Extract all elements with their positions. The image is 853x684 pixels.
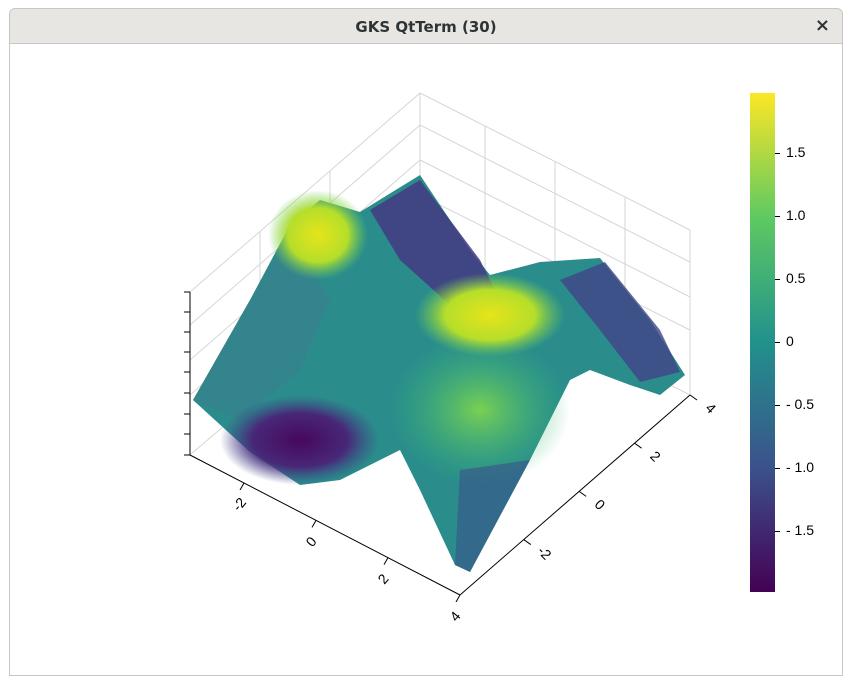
x-tick (383, 557, 389, 565)
content (9, 44, 843, 676)
colorbar-tick-label: 1.0 (786, 207, 806, 223)
y-tick (578, 490, 587, 497)
x-tick (455, 594, 461, 603)
window-title: GKS QtTerm (30) (355, 18, 497, 36)
colorbar-tick-label: 0.5 (786, 270, 806, 286)
y-tick (689, 394, 698, 401)
y-tick-label: 0 (592, 496, 609, 513)
colorbar-tick-label: - 0.5 (786, 396, 814, 412)
x-tick (239, 482, 245, 491)
y-tick (523, 539, 532, 545)
colorbar (750, 93, 775, 592)
x-tick-label: 0 (302, 533, 319, 549)
colorbar-tick-label: 0 (786, 333, 794, 349)
title-bar: GKS QtTerm (30) × (9, 8, 843, 44)
y-tick-label: 4 (703, 400, 720, 417)
x-tick-label: -2 (229, 494, 249, 514)
y-tick (634, 442, 642, 449)
y-tick-label: -2 (535, 543, 555, 563)
x-tick (311, 520, 317, 528)
close-button[interactable]: × (814, 15, 830, 36)
y-tick-label: 2 (647, 448, 664, 465)
x-tick-label: 4 (446, 608, 463, 624)
colorbar-tick-label: - 1.0 (786, 459, 814, 475)
colorbar-tick-label: - 1.5 (786, 522, 814, 538)
colorbar-tick-label: 1.5 (786, 144, 806, 160)
surface (193, 175, 685, 572)
x-tick-label: 2 (374, 571, 391, 587)
z-axis (184, 291, 691, 596)
